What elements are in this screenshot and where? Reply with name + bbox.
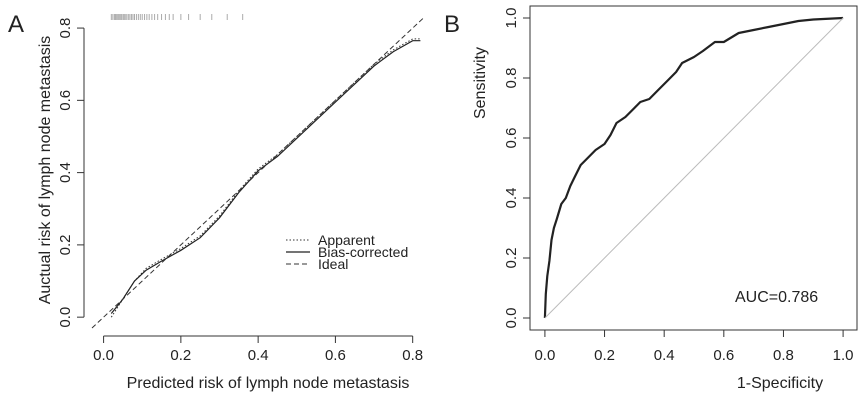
calibration-plot: 0.0 0.2 0.4 0.6 0.8 0.0 0.2 0.4 0.6 0.8 Predicted … [37,14,425,392]
legend-label: Bias-corrected [318,244,408,260]
x-tick-label: 0.0 [534,347,555,364]
y-tick-label: 0.6 [503,128,520,149]
x-tick-label: 0.8 [773,347,794,364]
y-tick-label: 0.2 [57,234,74,255]
series-apparent-line [110,38,421,318]
auc-annotation: AUC=0.786 [735,289,818,306]
x-tick-label: 0.6 [713,347,734,364]
legend-label: Apparent [318,232,375,248]
x-axis-title: 1-Specificity [737,375,823,392]
y-tick-label: 0.0 [503,308,520,329]
y-tick-label: 0.0 [57,307,74,328]
series-ideal-line [91,16,425,329]
y-tick-label: 0.6 [57,90,74,111]
y-tick-label: 0.4 [57,162,74,183]
x-tick-label: 0.4 [248,347,269,364]
y-axis-title: Sensitivity [472,47,489,119]
plot-frame [529,5,858,331]
legend-label: Ideal [318,256,348,272]
y-axis-title: Auctual risk of lymph node metastasis [37,36,54,305]
y-tick-label: 1.0 [503,8,520,29]
x-tick-label: 0.2 [170,347,191,364]
x-tick-label: 0.0 [93,347,114,364]
y-tick-label: 0.8 [57,18,74,39]
panel-letter-a: A [8,11,24,38]
series-bias-corrected-line [110,40,421,314]
x-tick-label: 0.6 [325,347,346,364]
x-tick-label: 1.0 [833,347,854,364]
x-tick-label: 0.8 [402,347,423,364]
y-tick-label: 0.2 [503,248,520,269]
y-tick-label: 0.8 [503,68,520,89]
series-roc-line [543,16,844,319]
roc-plot: 0.0 0.2 0.4 0.6 0.8 1.0 0.0 0.2 0.4 0.6 0.8 1.0 1-Sp… [472,5,858,392]
x-tick-label: 0.4 [654,347,675,364]
series-reference-line [544,17,844,319]
x-axis-title: Predicted risk of lymph node metastasis [127,375,410,392]
x-tick-label: 0.2 [594,347,615,364]
panel-letter-b: B [444,11,460,38]
y-tick-label: 0.4 [503,188,520,209]
